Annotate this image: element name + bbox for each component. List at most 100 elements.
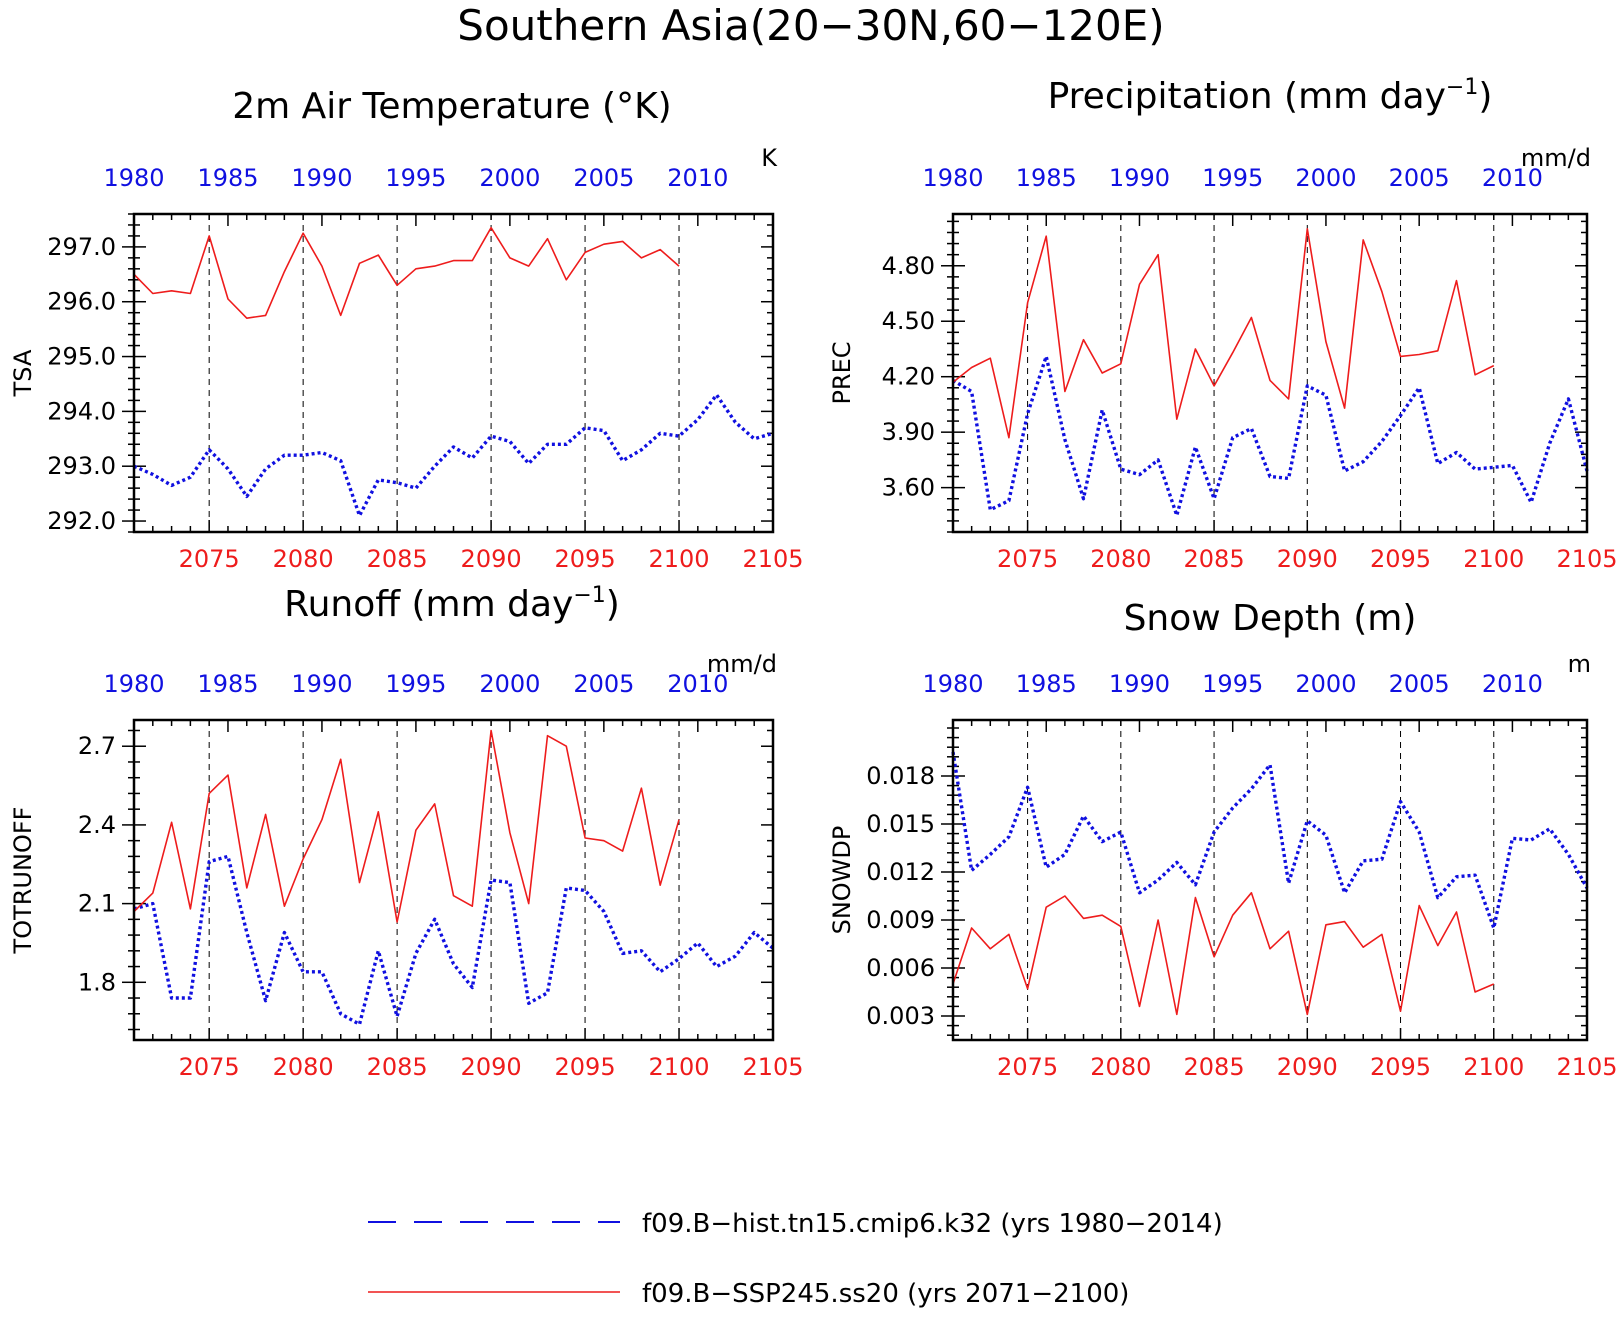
x-top-tick-label: 2000 bbox=[479, 164, 540, 192]
panel-title-text: Runoff (mm day bbox=[284, 584, 573, 625]
x-top-tick-label: 2000 bbox=[1295, 164, 1356, 192]
x-bottom-tick-label: 2105 bbox=[1556, 545, 1617, 573]
x-bottom-tick-label: 2075 bbox=[179, 1053, 240, 1081]
series-line-hist bbox=[952, 354, 1589, 518]
panel-title-superscript: −1 bbox=[1446, 75, 1478, 100]
x-bottom-tick-label: 2095 bbox=[1370, 545, 1431, 573]
panel-title-superscript: −1 bbox=[573, 583, 605, 608]
y-tick-label: 0.006 bbox=[866, 954, 935, 982]
plot-frame bbox=[951, 212, 1589, 534]
x-bottom-tick-label: 2090 bbox=[1277, 1053, 1338, 1081]
x-bottom-tick-label: 2080 bbox=[1090, 545, 1151, 573]
y-axis-label: TSA bbox=[9, 349, 37, 397]
x-bottom-tick-label: 2100 bbox=[1463, 1053, 1524, 1081]
plot-frame bbox=[132, 718, 775, 1042]
x-top-tick-label: 2010 bbox=[667, 164, 728, 192]
x-bottom-tick-label: 2095 bbox=[555, 1053, 616, 1081]
x-bottom-tick-label: 2080 bbox=[273, 1053, 334, 1081]
panel-1: 2m Air Temperature (°K) K TSA 2075 2080 2085 2… bbox=[9, 86, 804, 573]
unit-label: mm/d bbox=[707, 650, 777, 678]
x-bottom-tick-label: 2085 bbox=[1184, 545, 1245, 573]
x-top-tick-label: 1980 bbox=[922, 670, 983, 698]
y-tick-label: 0.003 bbox=[866, 1002, 935, 1030]
y-tick-label: 4.20 bbox=[882, 363, 935, 391]
x-top-tick-label: 1980 bbox=[103, 670, 164, 698]
legend-label: f09.B−SSP245.ss20 (yrs 2071−2100) bbox=[642, 1279, 1129, 1309]
x-top-tick-label: 1995 bbox=[1202, 164, 1263, 192]
panel-4: Snow Depth (m) m SNOWDP 2075 2080 2085 2090 209… bbox=[828, 598, 1618, 1081]
panels: 2m Air Temperature (°K) K TSA 2075 2080 2085 2… bbox=[9, 75, 1618, 1081]
x-top-tick-label: 2000 bbox=[479, 670, 540, 698]
y-tick-label: 0.009 bbox=[866, 906, 935, 934]
series-line-ssp bbox=[952, 891, 1495, 1016]
legend-label: f09.B−hist.tn15.cmip6.k32 (yrs 1980−2014… bbox=[642, 1209, 1223, 1239]
y-tick-label: 295.0 bbox=[47, 343, 116, 371]
x-bottom-tick-label: 2100 bbox=[648, 545, 709, 573]
y-tick-label: 2.7 bbox=[78, 732, 116, 760]
panel-title-end: ) bbox=[606, 584, 620, 625]
figure-title: Southern Asia(20−30N,60−120E) bbox=[457, 1, 1164, 50]
y-tick-label: 1.8 bbox=[78, 968, 116, 996]
unit-label: m bbox=[1568, 650, 1591, 678]
x-bottom-tick-label: 2100 bbox=[1463, 545, 1524, 573]
plot-frame bbox=[132, 212, 775, 534]
y-tick-label: 294.0 bbox=[47, 397, 116, 425]
panel-title: Runoff (mm day−1) bbox=[284, 583, 620, 625]
x-bottom-tick-label: 2075 bbox=[997, 1053, 1058, 1081]
x-bottom-tick-label: 2090 bbox=[461, 545, 522, 573]
panel-title: Snow Depth (m) bbox=[1124, 598, 1417, 639]
x-top-tick-label: 1995 bbox=[385, 164, 446, 192]
x-top-tick-label: 2010 bbox=[667, 670, 728, 698]
x-bottom-tick-label: 2090 bbox=[1277, 545, 1338, 573]
y-tick-label: 4.50 bbox=[882, 307, 935, 335]
x-top-tick-label: 1995 bbox=[1202, 670, 1263, 698]
x-bottom-tick-label: 2075 bbox=[179, 545, 240, 573]
panel-title-text: Snow Depth (m) bbox=[1124, 598, 1417, 639]
series-line-ssp bbox=[133, 226, 680, 320]
unit-label: K bbox=[761, 144, 778, 172]
x-bottom-tick-label: 2080 bbox=[1090, 1053, 1151, 1081]
x-top-tick-label: 2000 bbox=[1295, 670, 1356, 698]
series-line-hist bbox=[133, 393, 774, 518]
x-bottom-tick-label: 2105 bbox=[742, 1053, 803, 1081]
x-top-tick-label: 2005 bbox=[573, 670, 634, 698]
x-bottom-tick-label: 2095 bbox=[1370, 1053, 1431, 1081]
x-top-tick-label: 1990 bbox=[1109, 670, 1170, 698]
series-line-ssp bbox=[952, 228, 1495, 439]
y-tick-label: 292.0 bbox=[47, 507, 116, 535]
x-top-tick-label: 2010 bbox=[1482, 670, 1543, 698]
y-tick-label: 0.018 bbox=[866, 762, 935, 790]
panel-title: 2m Air Temperature (°K) bbox=[232, 86, 671, 127]
panel-2: Precipitation (mm day−1) mm/d PREC 2075 2080… bbox=[828, 75, 1618, 573]
x-bottom-tick-label: 2105 bbox=[1556, 1053, 1617, 1081]
unit-label: mm/d bbox=[1521, 144, 1591, 172]
x-top-tick-label: 2010 bbox=[1482, 164, 1543, 192]
series-line-ssp bbox=[133, 729, 680, 923]
x-top-tick-label: 1995 bbox=[385, 670, 446, 698]
panel-title-text: 2m Air Temperature (°K) bbox=[232, 86, 671, 127]
x-bottom-tick-label: 2080 bbox=[273, 545, 334, 573]
y-tick-label: 293.0 bbox=[47, 452, 116, 480]
x-top-tick-label: 1980 bbox=[922, 164, 983, 192]
x-top-tick-label: 2005 bbox=[1389, 164, 1450, 192]
legend: f09.B−hist.tn15.cmip6.k32 (yrs 1980−2014… bbox=[368, 1209, 1223, 1309]
y-tick-label: 3.90 bbox=[882, 418, 935, 446]
series-line-hist bbox=[951, 751, 1589, 930]
x-top-tick-label: 2005 bbox=[573, 164, 634, 192]
series-line-hist bbox=[133, 854, 775, 1027]
x-top-tick-label: 1985 bbox=[197, 670, 258, 698]
x-top-tick-label: 1985 bbox=[1016, 164, 1077, 192]
x-top-tick-label: 1980 bbox=[103, 164, 164, 192]
x-top-tick-label: 1985 bbox=[1016, 670, 1077, 698]
panel-title: Precipitation (mm day−1) bbox=[1048, 75, 1493, 117]
panel-title-text: Precipitation (mm day bbox=[1048, 76, 1446, 117]
x-bottom-tick-label: 2090 bbox=[461, 1053, 522, 1081]
x-bottom-tick-label: 2075 bbox=[997, 545, 1058, 573]
x-bottom-tick-label: 2085 bbox=[367, 1053, 428, 1081]
x-top-tick-label: 2005 bbox=[1389, 670, 1450, 698]
y-tick-label: 0.012 bbox=[866, 858, 935, 886]
y-tick-label: 296.0 bbox=[47, 288, 116, 316]
x-bottom-tick-label: 2095 bbox=[555, 545, 616, 573]
y-tick-label: 3.60 bbox=[882, 474, 935, 502]
